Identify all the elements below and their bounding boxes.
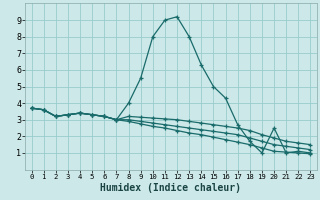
X-axis label: Humidex (Indice chaleur): Humidex (Indice chaleur) — [100, 182, 242, 193]
